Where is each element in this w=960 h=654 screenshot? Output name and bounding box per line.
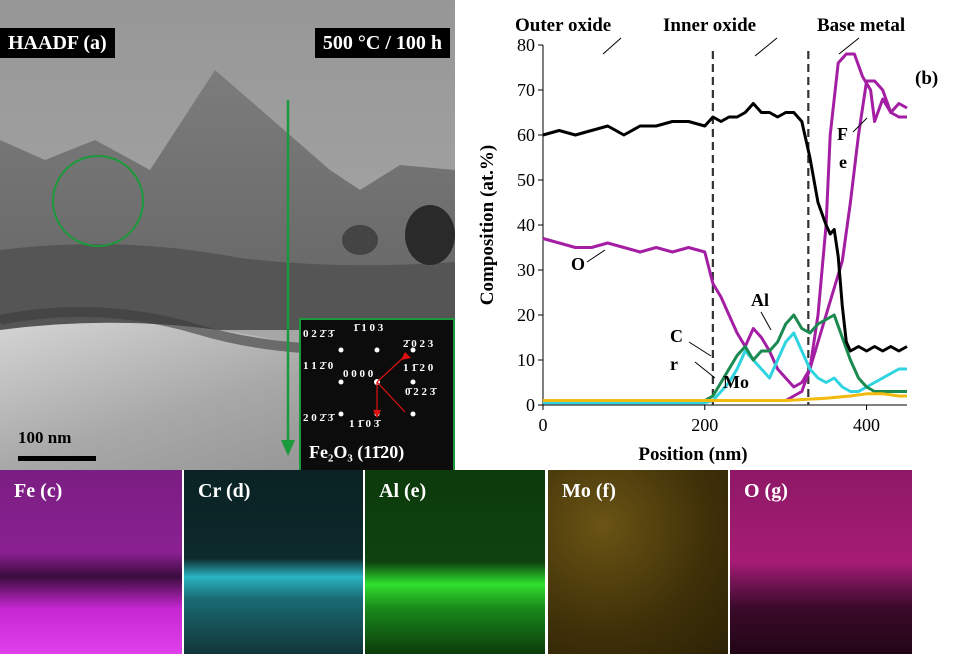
eds-map-al: Al (e) bbox=[365, 470, 545, 654]
eds-map-mo: Mo (f) bbox=[548, 470, 728, 654]
axis-ticks: 0 10 20 30 40 50 60 70 80 0 200 400 bbox=[517, 35, 880, 435]
fe-map-texture bbox=[0, 470, 182, 654]
map-label: O (g) bbox=[744, 480, 788, 502]
region-label-base: Base metal bbox=[817, 15, 905, 36]
curve-label-mo: Mo bbox=[723, 372, 749, 392]
condition-label: 500 °C / 100 h bbox=[314, 28, 450, 58]
haadf-image: HAADF (a) 500 °C / 100 h 100 nm 0 2 2̄ 3… bbox=[0, 0, 455, 470]
inset-spot-label: 1 1̄ 2 0 bbox=[403, 362, 434, 374]
region-pointer bbox=[754, 37, 778, 57]
y-tick-label: 0 bbox=[526, 395, 535, 415]
cr-map-texture bbox=[184, 470, 363, 654]
y-tick-label: 60 bbox=[517, 125, 535, 145]
x-tick-label: 0 bbox=[539, 415, 548, 435]
series-line-al bbox=[543, 313, 907, 402]
composition-chart-panel: 0 10 20 30 40 50 60 70 80 0 200 400 Outer oxide Inn… bbox=[455, 0, 960, 470]
region-label-inner: Inner oxide bbox=[663, 15, 756, 36]
inset-spot-label: 2̄ 0 2 3 bbox=[403, 338, 434, 350]
diffraction-inset: 0 2 2̄ 3̄ 1̄ 1 0 3 2̄ 0 2 3 1 1 2̄ 0 0 0… bbox=[299, 318, 455, 470]
curve-pointer bbox=[852, 117, 868, 133]
curve-pointer bbox=[694, 361, 716, 379]
inset-spot-label: 0̄ 2 2 3̄ bbox=[405, 386, 436, 398]
y-tick-label: 80 bbox=[517, 35, 535, 55]
map-label: Mo (f) bbox=[562, 480, 616, 502]
eds-map-fe: Fe (c) bbox=[0, 470, 182, 654]
region-pointer bbox=[838, 37, 860, 55]
series-line-mo bbox=[543, 392, 907, 402]
map-label: Fe (c) bbox=[14, 480, 63, 502]
eds-map-o: O (g) bbox=[730, 470, 912, 654]
y-tick-label: 30 bbox=[517, 260, 535, 280]
inset-spot-label: 1 1 2̄ 0 bbox=[303, 360, 334, 372]
map-label: Cr (d) bbox=[198, 480, 251, 502]
curve-label-al: Al bbox=[751, 290, 769, 310]
inset-spot-label: 2 0 2̄ 3̄ bbox=[303, 412, 334, 424]
x-axis-title: Position (nm) bbox=[638, 444, 747, 465]
eds-map-cr: Cr (d) bbox=[184, 470, 363, 654]
inset-spot-label: 1 1̄ 0 3̄ bbox=[349, 418, 380, 430]
mo-map-texture bbox=[548, 470, 728, 654]
curve-pointer bbox=[586, 249, 606, 263]
haadf-label: HAADF (a) bbox=[0, 28, 115, 58]
y-axis-title: Composition (at.%) bbox=[477, 145, 498, 305]
series-line-o bbox=[542, 79, 908, 389]
scale-bar-label: 100 nm bbox=[18, 428, 72, 447]
diffraction-pattern bbox=[338, 347, 416, 418]
x-tick-label: 400 bbox=[853, 415, 880, 435]
y-tick-label: 20 bbox=[517, 305, 535, 325]
inset-spot-label: 1̄ 1 0 3 bbox=[353, 322, 384, 334]
y-tick-label: 10 bbox=[517, 350, 535, 370]
inset-spot-label: 0 0 0 0 bbox=[343, 368, 374, 380]
x-tick-label: 200 bbox=[691, 415, 718, 435]
eds-maps: Fe (c) Cr (d) Al (e) Mo (f) O (g) bbox=[0, 470, 960, 654]
curve-pointer bbox=[760, 311, 772, 331]
panel-label-b: (b) bbox=[915, 68, 938, 89]
y-tick-label: 50 bbox=[517, 170, 535, 190]
plot-area bbox=[542, 45, 908, 406]
series-line-unlabeled-5 bbox=[542, 102, 908, 353]
region-pointer bbox=[602, 37, 622, 55]
y-tick-label: 70 bbox=[517, 80, 535, 100]
curve-pointer bbox=[688, 341, 712, 357]
composition-chart: 0 10 20 30 40 50 60 70 80 0 200 400 Outer oxide Inn… bbox=[477, 15, 938, 465]
curve-label-o: O bbox=[571, 254, 585, 274]
y-tick-label: 40 bbox=[517, 215, 535, 235]
region-label-outer: Outer oxide bbox=[515, 15, 611, 36]
map-label: Al (e) bbox=[379, 480, 427, 502]
inset-spot-label: 0 2 2̄ 3̄ bbox=[303, 328, 334, 340]
al-map-texture bbox=[365, 470, 545, 654]
o-map-texture bbox=[730, 470, 912, 654]
inset-caption: Fe₂O₃ (11̄20) bbox=[309, 442, 405, 462]
